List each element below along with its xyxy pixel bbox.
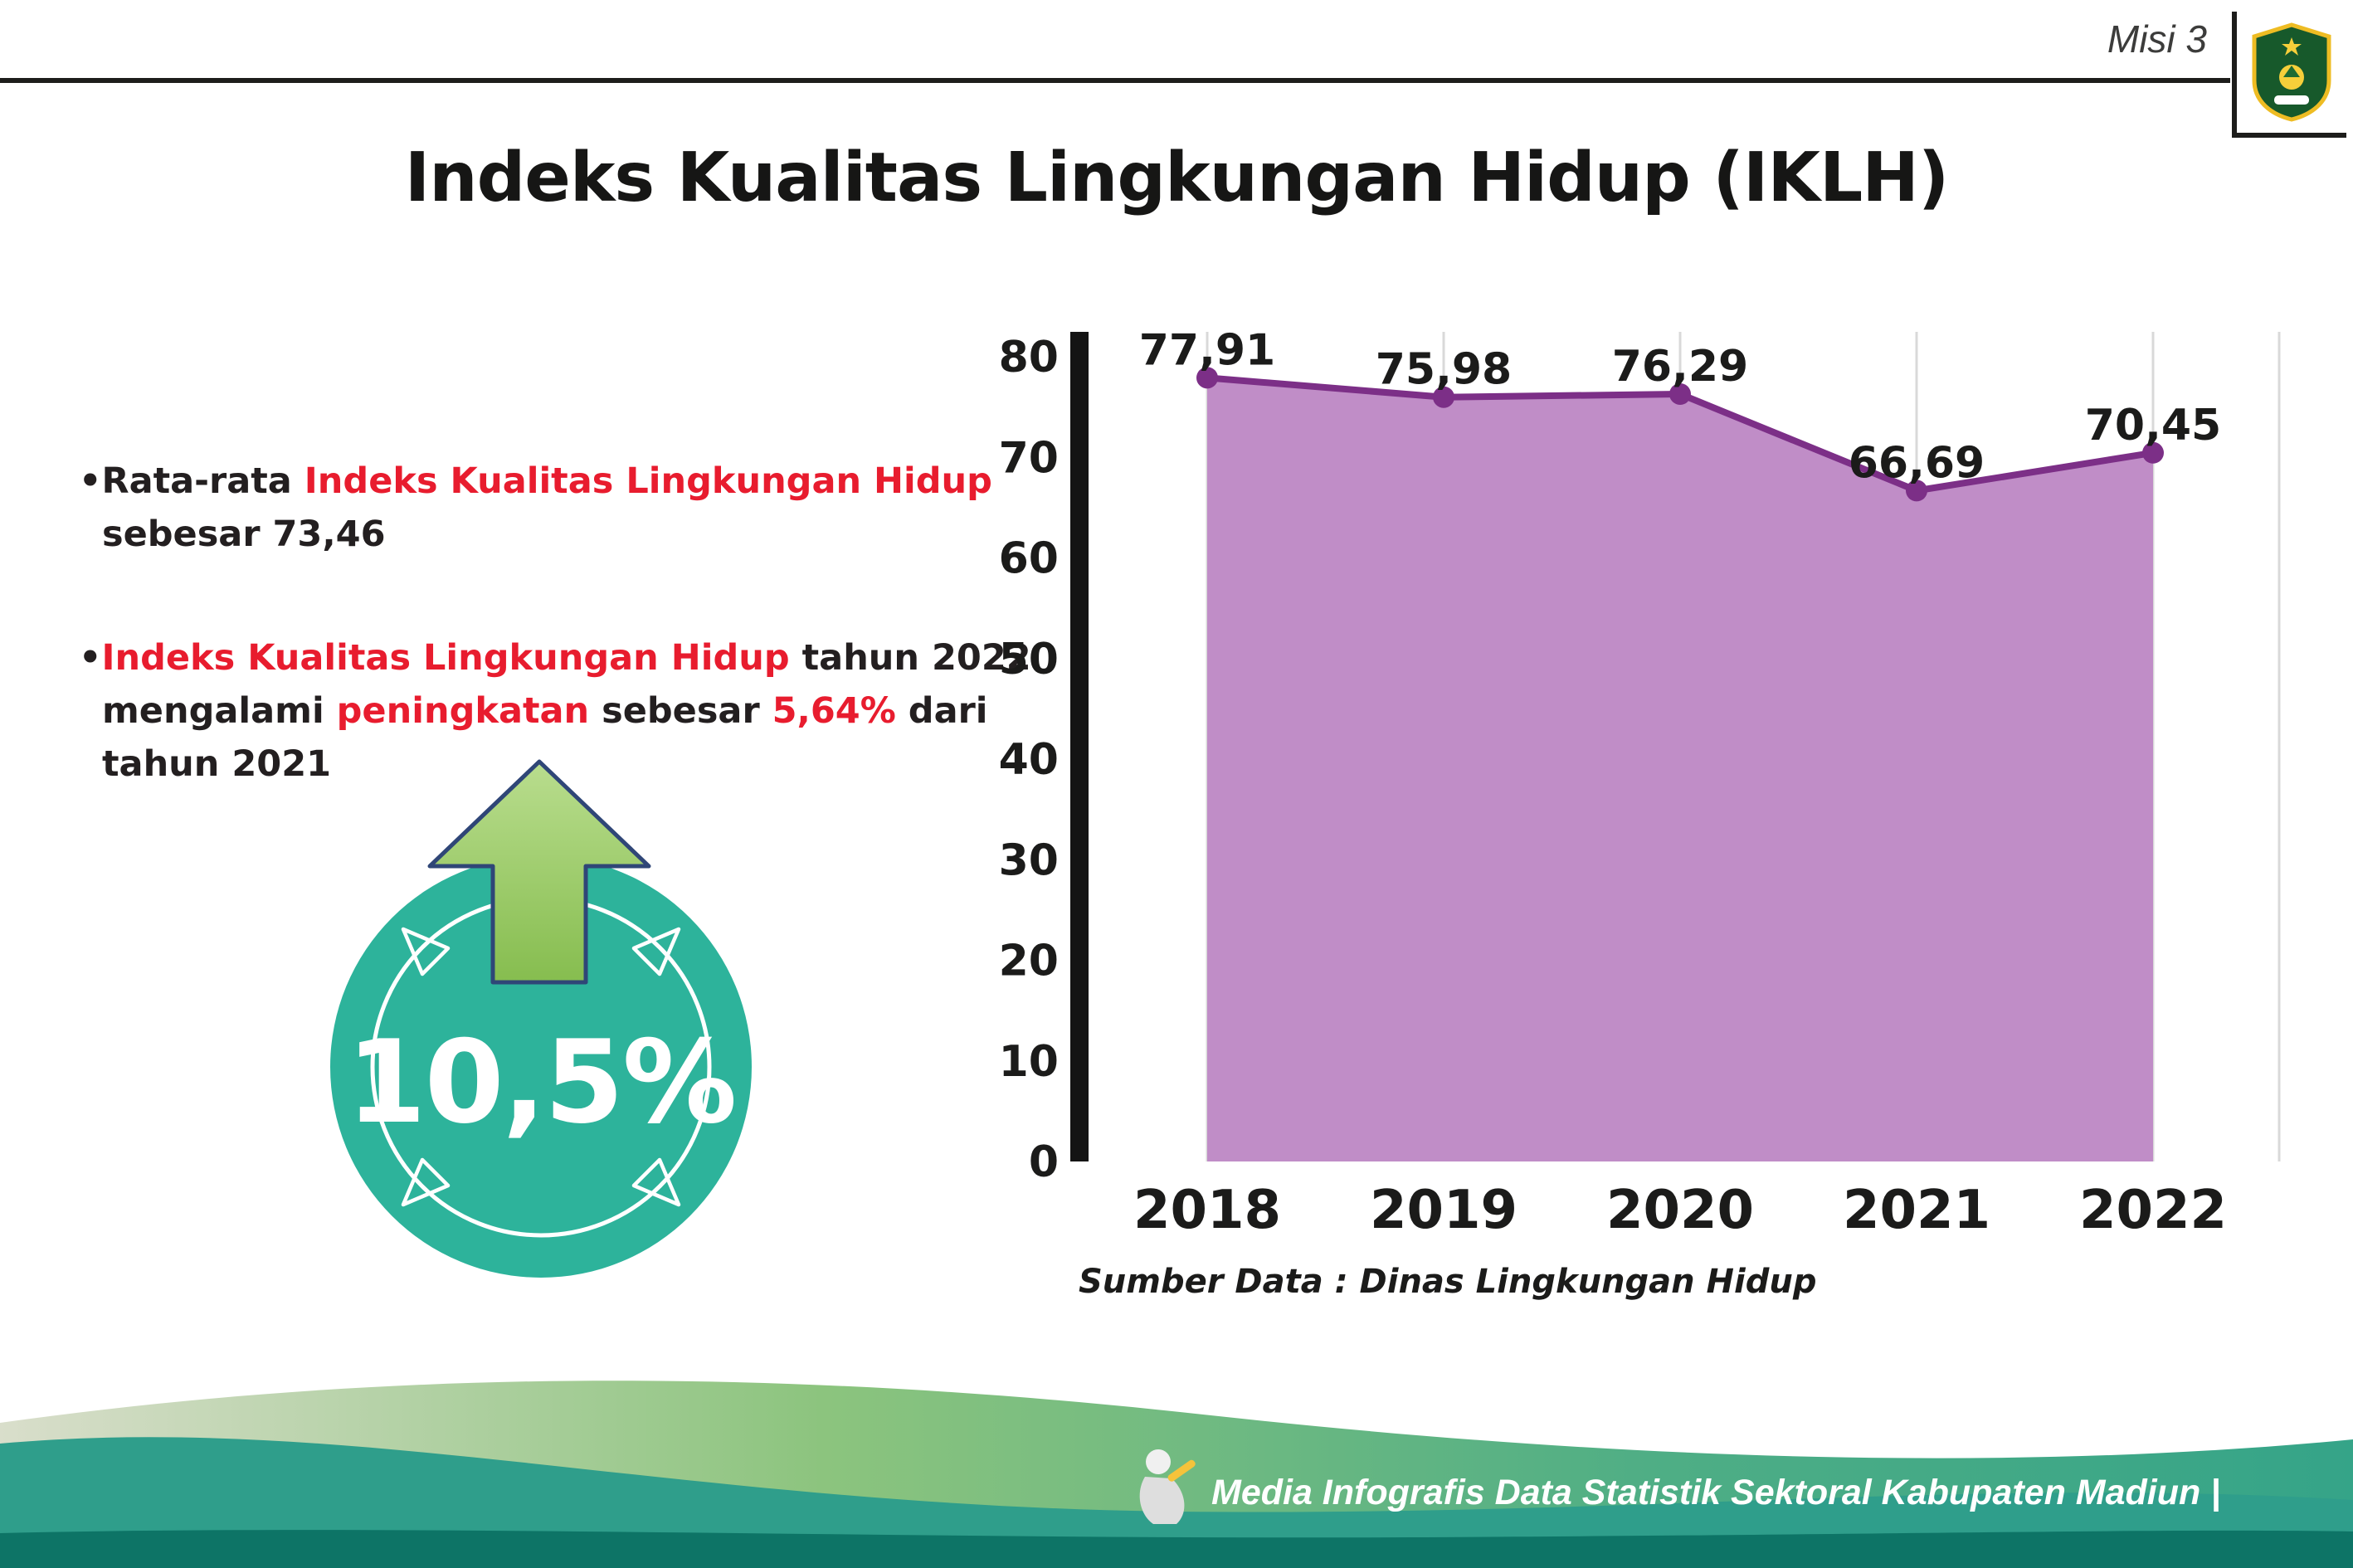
increase-arrow [415,757,664,989]
bullet-line: •Indeks Kualitas Lingkungan Hidup tahun … [79,637,1031,679]
x-tick-label: 2022 [2079,1180,2227,1241]
data-point [1196,367,1218,389]
y-tick-label: 10 [999,1037,1059,1087]
bullet-text-highlight: peningkatan [336,690,590,732]
source-caption: Sumber Data : Dinas Lingkungan Hidup [1079,1263,1817,1301]
x-tick-label: 2018 [1133,1180,1281,1241]
value-label: 70,45 [2085,401,2221,450]
bullet-text-highlight: 5,64% [772,690,896,732]
ring-triangle-icon [401,927,451,976]
bullet-text-highlight: Indeks Kualitas Lingkungan Hidup [101,637,790,679]
y-tick-label: 20 [999,937,1059,986]
footer-caption: Media Infografis Data Statistik Sektoral… [1211,1473,2221,1512]
data-point [1669,382,1691,405]
x-tick-label: 2021 [1843,1180,1990,1241]
bullet-list: •Rata-rata Indeks Kualitas Lingkungan Hi… [79,455,1058,791]
bullet-line: sebesar 73,46 [79,514,386,555]
kabupaten-madiun-crest-icon [2252,22,2331,122]
data-point [1906,480,1927,502]
header-divider [0,78,2230,83]
misi-label: Misi 3 [2107,17,2207,61]
bullet-text: • [79,637,102,679]
bullet-text: mengalami [102,690,337,732]
bullet-item: •Rata-rata Indeks Kualitas Lingkungan Hi… [79,455,1058,561]
footer-dark-strip [0,1530,2353,1568]
bullet-item: •Indeks Kualitas Lingkungan Hidup tahun … [79,631,1058,791]
bullet-text-highlight: Indeks Kualitas Lingkungan Hidup [304,460,992,502]
x-tick-label: 2019 [1370,1180,1518,1241]
data-point [1433,386,1454,408]
iklh-area-chart: 77,91 75,98 76,29 66,69 70,45 0 10 20 30 40 50 60 70… [954,274,2353,1311]
y-tick-label: 70 [999,433,1059,483]
page-title: Indeks Kualitas Lingkungan Hidup (IKLH) [404,138,1950,217]
writer-mascot-icon [1139,1449,1196,1524]
logo-frame [2232,12,2346,138]
bullet-text: •Rata-rata [79,460,304,502]
area-fill [1207,377,2153,1161]
value-label: 75,98 [1376,345,1512,395]
ring-triangle-icon [631,927,681,976]
y-tick-label: 40 [999,735,1059,785]
ring-triangle-icon [631,1157,681,1207]
bullet-line: mengalami peningkatan sebesar 5,64% dari [79,690,988,732]
y-axis [1070,332,1089,1161]
value-label: 66,69 [1849,438,1985,488]
ring-triangle-icon [401,1157,451,1207]
y-tick-label: 30 [999,835,1059,885]
bullet-text: tahun 2022 [789,637,1031,679]
value-label: 76,29 [1612,342,1748,392]
y-tick-label: 60 [999,534,1059,584]
bullet-text: sebesar 73,46 [102,514,386,555]
bullet-text: dari [895,690,988,732]
bullet-line: tahun 2021 [79,743,331,785]
y-tick-label: 80 [999,333,1059,382]
bullet-text: sebesar [589,690,772,732]
x-tick-label: 2020 [1606,1180,1754,1241]
highlight-circle: 10,5% [325,851,757,1283]
chart-canvas: 77,91 75,98 76,29 66,69 70,45 0 10 20 30 40 50 60 70… [999,325,2281,1241]
percentage-label: 10,5% [346,1015,738,1149]
bullet-line: •Rata-rata Indeks Kualitas Lingkungan Hi… [79,460,992,502]
data-point [2142,441,2164,464]
value-label: 77,91 [1139,325,1275,375]
y-tick-label: 50 [999,635,1059,684]
up-arrow-icon [427,759,651,985]
bullet-text: tahun 2021 [102,743,332,785]
y-tick-label: 0 [1029,1137,1059,1187]
